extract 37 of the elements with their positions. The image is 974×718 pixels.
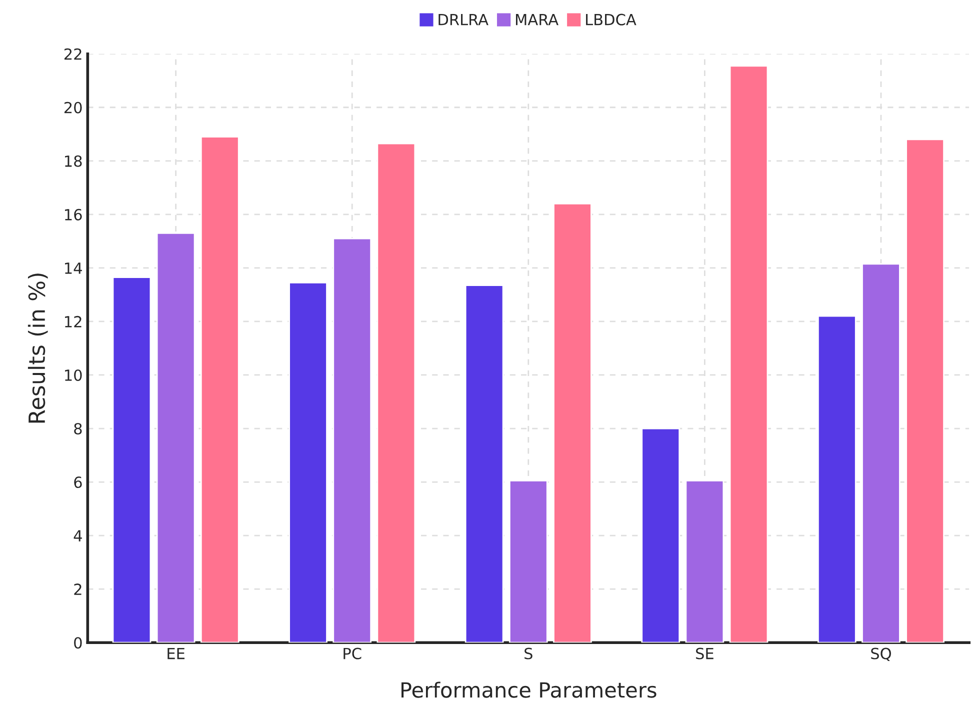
bar [508,480,548,643]
bar [112,276,152,643]
y-tick-label: 20 [64,102,82,114]
x-tick-label: PC [344,648,362,660]
y-tick-label: 12 [65,316,82,328]
y-tick-label: 4 [74,530,82,542]
bar [553,203,592,643]
x-tick-label: S [524,648,532,660]
bar [156,232,196,643]
legend-label: DRLRA [438,14,488,26]
bar [332,238,372,643]
y-tick-label: 22 [64,48,82,60]
y-tick-label: 2 [74,584,82,595]
x-tick-label: SQ [871,648,891,662]
bar [906,138,944,643]
y-tick-label: 14 [65,262,82,274]
y-tick-label: 16 [65,208,82,220]
y-axis-title: Results (in %) [28,274,48,423]
x-tick-label: EE [168,648,184,660]
y-tick-label: 0 [74,637,82,649]
bar [376,142,416,643]
bar [200,136,240,643]
bar [641,428,680,643]
y-tick-label: 18 [65,155,82,167]
y-tick-label: 6 [74,476,82,488]
bar [817,315,856,643]
y-tick-label: 8 [74,422,82,435]
x-axis-title: Performance Parameters [402,682,656,698]
bar [464,284,504,643]
bar [729,65,768,643]
bar [288,282,328,643]
legend-label: LBDCA [586,14,636,26]
legend-label: MARA [516,14,558,26]
bar [685,480,724,643]
x-tick-label: SE [696,648,714,660]
bar [862,263,900,643]
y-tick-label: 10 [65,369,82,382]
